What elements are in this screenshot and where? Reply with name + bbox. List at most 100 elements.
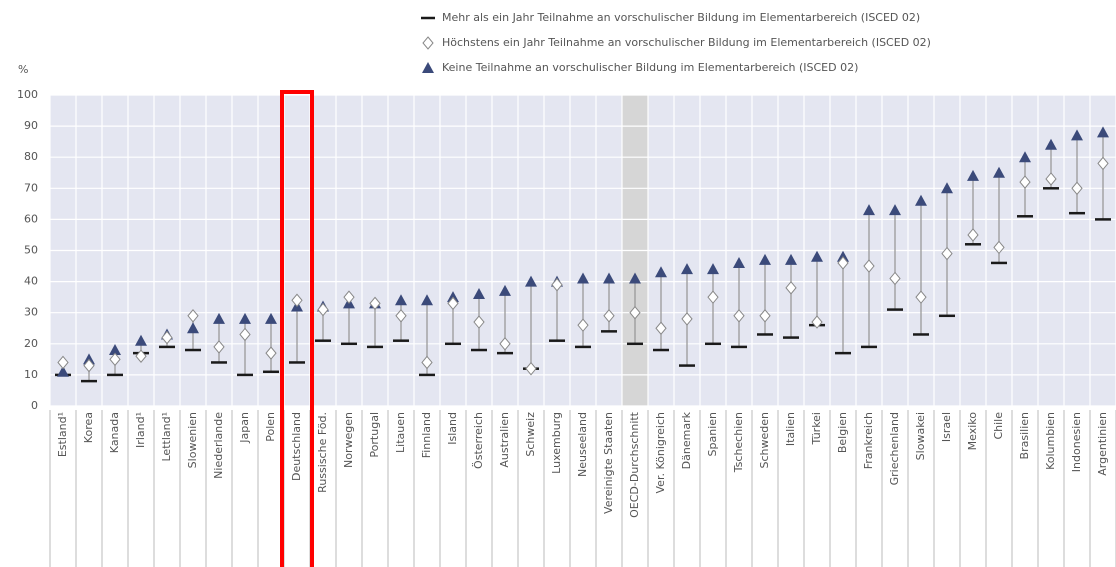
diamond-marker: [1071, 181, 1083, 196]
diamond-marker: [161, 330, 173, 345]
x-tick-label: Griechenland: [888, 412, 901, 485]
diamond-marker: [447, 296, 459, 311]
diamond-marker: [785, 281, 797, 295]
diamond-marker: [395, 309, 407, 323]
diamond-marker: [603, 309, 615, 323]
x-tick-label: Polen: [264, 412, 277, 442]
x-tick-label: Russische Föd.: [316, 412, 329, 493]
diamond-marker: [915, 290, 927, 304]
diamond-marker: [733, 309, 745, 323]
x-tick-label: Portugal: [368, 412, 381, 458]
triangle-marker: [213, 312, 225, 324]
triangle-marker: [395, 294, 407, 306]
triangle-marker: [187, 322, 199, 334]
diamond-marker: [811, 315, 823, 329]
triangle-marker: [681, 263, 693, 275]
y-tick-label: 60: [24, 212, 38, 225]
x-tick-label: Slowakei: [914, 412, 927, 460]
x-tick-label: Tschechien: [732, 412, 745, 473]
x-tick-label: Japan: [238, 412, 251, 444]
x-tick-label: Chile: [992, 412, 1005, 440]
triangle-marker: [421, 294, 433, 306]
x-tick-label: Australien: [498, 412, 511, 468]
diamond-marker: [1097, 156, 1109, 171]
triangle-marker: [785, 253, 797, 265]
triangle-marker: [629, 272, 641, 284]
legend-triangle: [422, 62, 434, 73]
x-tick-label: Türkei: [810, 412, 823, 446]
y-tick-label: 20: [24, 337, 38, 350]
x-tick-label: Brasilien: [1018, 412, 1031, 459]
diamond-marker: [291, 293, 303, 308]
diamond-marker: [655, 321, 667, 336]
x-tick-label: Ver. Königreich: [654, 412, 667, 494]
x-tick-label: Finnland: [420, 412, 433, 458]
x-tick-label: Norwegen: [342, 412, 355, 468]
triangle-marker: [733, 256, 745, 268]
x-tick-label: Niederlande: [212, 412, 225, 479]
diamond-marker: [681, 312, 693, 326]
diamond-marker: [473, 315, 485, 329]
x-tick-label: Spanien: [706, 412, 719, 457]
triangle-marker: [993, 166, 1005, 178]
triangle-marker: [707, 263, 719, 275]
triangle-marker: [473, 288, 485, 300]
diamond-marker: [863, 259, 875, 273]
y-tick-label: 70: [24, 181, 38, 194]
diamond-marker: [707, 290, 719, 304]
triangle-marker: [1071, 129, 1083, 141]
x-tick-label: Österreich: [472, 412, 485, 469]
x-tick-label: Korea: [82, 412, 95, 443]
triangle-marker: [239, 312, 251, 324]
triangle-marker: [499, 284, 511, 296]
diamond-marker: [343, 290, 355, 304]
x-tick-label: Schweiz: [524, 412, 537, 457]
diamond-marker: [577, 318, 589, 332]
diamond-marker: [629, 305, 641, 320]
highlight-box: [280, 90, 314, 567]
legend-label: Höchstens ein Jahr Teilnahme an vorschul…: [442, 36, 931, 49]
diamond-marker: [551, 277, 563, 292]
y-tick-label: 0: [31, 399, 38, 412]
diamond-marker: [187, 309, 199, 323]
triangle-marker: [525, 275, 537, 287]
legend-label: Keine Teilnahme an vorschulischer Bildun…: [442, 61, 858, 74]
y-tick-label: 80: [24, 150, 38, 163]
x-tick-label: OECD-Durchschnitt: [628, 411, 641, 518]
diamond-marker: [135, 349, 147, 364]
triangle-marker: [1045, 138, 1057, 150]
diamond-marker: [421, 355, 433, 370]
diamond-marker: [57, 355, 69, 370]
x-tick-label: Kolumbien: [1044, 412, 1057, 470]
x-tick-label: Dänemark: [680, 411, 693, 469]
diamond-marker: [889, 271, 901, 286]
x-tick-label: Belgien: [836, 412, 849, 453]
x-tick-label: Lettland¹: [160, 412, 173, 462]
diamond-marker: [525, 361, 537, 376]
triangle-marker: [1019, 151, 1031, 163]
diamond-marker: [83, 358, 95, 373]
x-tick-label: Indonesien: [1070, 412, 1083, 472]
x-tick-label: Neuseeland: [576, 412, 589, 477]
x-tick-label: Luxemburg: [550, 412, 563, 474]
y-axis-label: %: [18, 63, 28, 76]
x-tick-label: Deutschland: [290, 412, 303, 481]
diamond-marker: [109, 352, 121, 367]
x-tick-label: Italien: [784, 412, 797, 446]
diamond-marker: [239, 327, 251, 342]
triangle-marker: [863, 204, 875, 216]
x-tick-label: Vereinigte Staaten: [602, 412, 615, 514]
x-tick-label: Litauen: [394, 412, 407, 453]
x-tick-label: Irland¹: [134, 412, 147, 448]
diamond-marker: [213, 340, 225, 354]
triangle-marker: [135, 334, 147, 346]
triangle-marker: [759, 253, 771, 265]
diamond-marker: [499, 337, 511, 351]
triangle-marker: [889, 204, 901, 216]
y-tick-label: 40: [24, 275, 38, 288]
triangle-marker: [603, 272, 615, 284]
triangle-marker: [265, 312, 277, 324]
diamond-marker: [837, 256, 849, 270]
y-tick-label: 10: [24, 368, 38, 381]
y-tick-label: 30: [24, 306, 38, 319]
